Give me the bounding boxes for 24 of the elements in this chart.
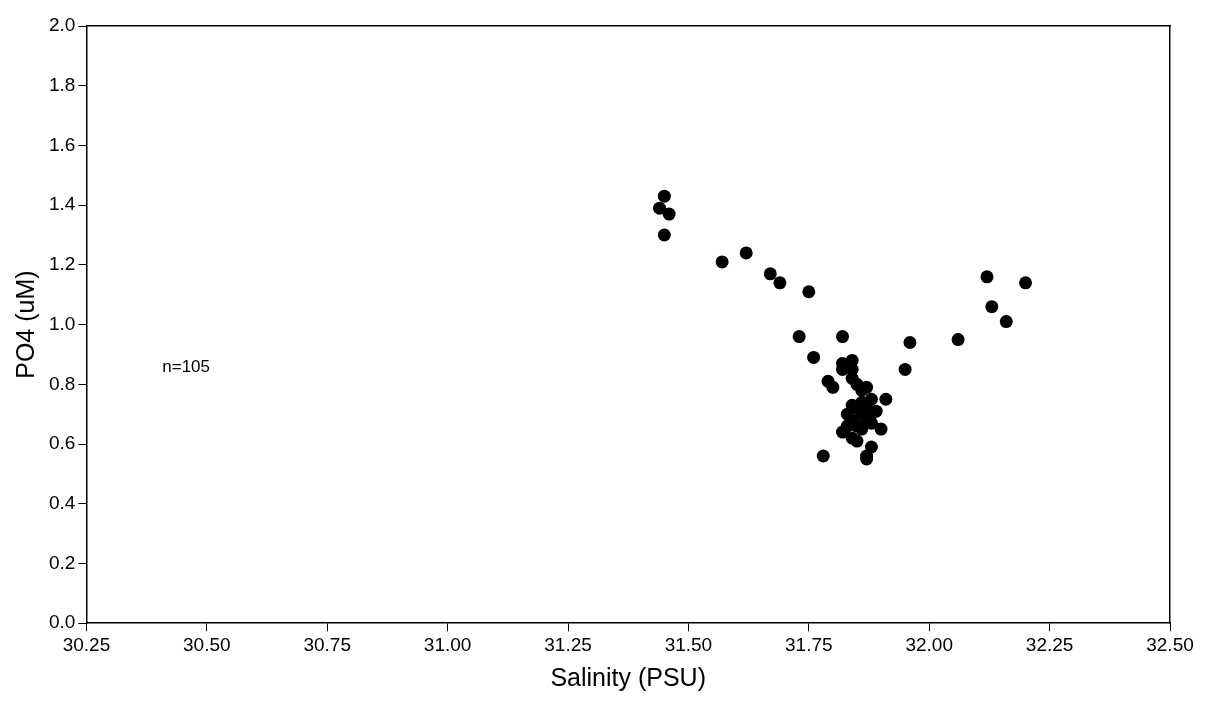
x-tick-label: 30.25 bbox=[62, 633, 111, 655]
y-tick-label: 1.8 bbox=[48, 73, 76, 95]
y-tick-label: 0.6 bbox=[48, 432, 76, 454]
x-tick-label: 31.75 bbox=[785, 633, 833, 655]
y-axis-title: PO4 (uM) bbox=[10, 270, 39, 379]
y-tick-label: 0.0 bbox=[48, 611, 76, 633]
x-tick-label: 32.50 bbox=[1146, 633, 1194, 655]
y-tick-label: 2.0 bbox=[48, 14, 76, 36]
annotation: n=105 bbox=[162, 357, 211, 377]
x-tick-label: 31.00 bbox=[423, 633, 472, 655]
x-tick-label: 30.50 bbox=[183, 633, 231, 655]
y-tick-label: 1.6 bbox=[48, 133, 76, 155]
x-tick-label: 30.75 bbox=[303, 633, 351, 655]
y-tick-label: 1.0 bbox=[48, 312, 76, 334]
x-axis-title: Salinity (PSU) bbox=[550, 662, 706, 691]
x-tick-label: 32.25 bbox=[1025, 633, 1074, 655]
x-tick-label: 31.25 bbox=[544, 633, 592, 655]
y-tick-label: 0.2 bbox=[48, 551, 76, 573]
x-tick-label: 32.00 bbox=[905, 633, 953, 655]
y-tick-label: 1.4 bbox=[48, 193, 76, 215]
y-tick-label: 0.4 bbox=[48, 491, 76, 513]
x-tick-label: 31.50 bbox=[664, 633, 713, 655]
y-tick-label: 1.2 bbox=[48, 253, 76, 275]
y-tick-label: 0.8 bbox=[48, 372, 76, 394]
